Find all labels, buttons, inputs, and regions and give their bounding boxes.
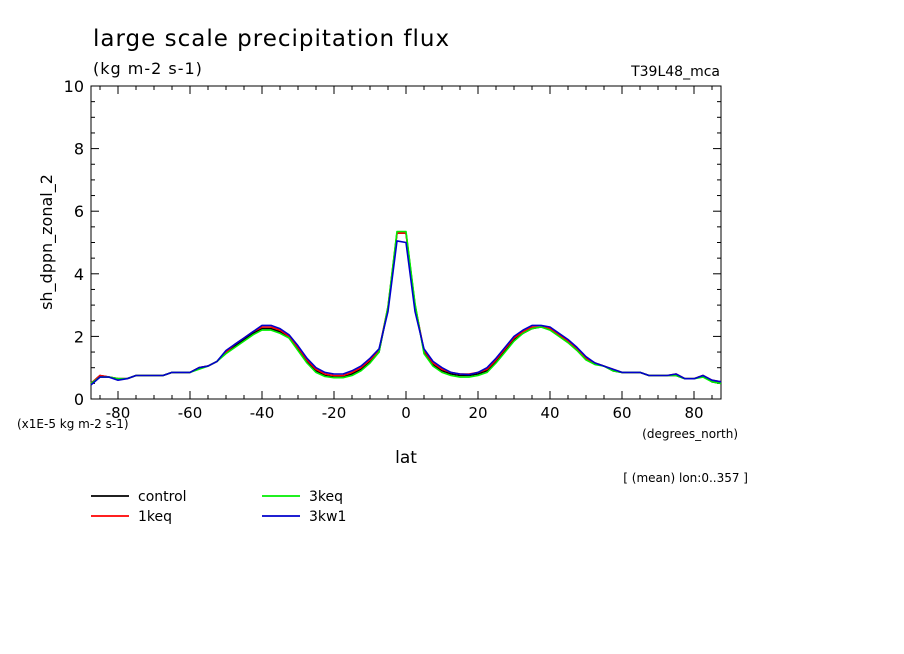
legend-label-3kw1: 3kw1 xyxy=(309,509,346,525)
x-tick-label: -20 xyxy=(322,404,347,422)
y-tick-label: 6 xyxy=(74,202,84,221)
legend-label-control: control xyxy=(138,489,187,505)
x-tick-label: 60 xyxy=(612,404,631,422)
series-line-3keq xyxy=(90,230,722,385)
series-line-control xyxy=(90,232,722,385)
series-lines xyxy=(90,230,722,386)
y-tick-label: 2 xyxy=(74,327,84,346)
x-axis-label: lat xyxy=(395,448,417,468)
x-axis-ticks: -80 -60 -40 -20 0 20 40 60 80 xyxy=(99,86,713,422)
y-axis-label: sh_dppn_zonal_2 xyxy=(37,174,57,310)
x-tick-label: 40 xyxy=(540,404,559,422)
x-tick-label: -40 xyxy=(250,404,275,422)
series-line-1keq xyxy=(90,232,722,385)
footnote: [ (mean) lon:0..357 ] xyxy=(623,471,748,485)
chart-subtitle: (kg m-2 s-1) xyxy=(93,59,203,78)
x-tick-label: 20 xyxy=(468,404,487,422)
chart-legend: control 1keq 3keq 3kw1 xyxy=(91,489,346,525)
y-scale-note: (x1E-5 kg m-2 s-1) xyxy=(17,417,129,431)
legend-label-3keq: 3keq xyxy=(309,489,343,505)
run-label: T39L48_mca xyxy=(630,64,720,80)
y-tick-label: 0 xyxy=(74,390,84,409)
x-tick-label: -80 xyxy=(106,404,131,422)
x-tick-label: -60 xyxy=(178,404,203,422)
series-line-3kw1 xyxy=(90,240,722,386)
x-tick-label: 80 xyxy=(684,404,703,422)
chart-title: large scale precipitation flux xyxy=(93,26,450,52)
y-tick-label: 4 xyxy=(74,265,84,284)
legend-label-1keq: 1keq xyxy=(138,509,172,525)
y-tick-label: 8 xyxy=(74,140,84,159)
y-tick-label: 10 xyxy=(64,77,84,96)
x-tick-label: 0 xyxy=(401,404,411,422)
x-units-label: (degrees_north) xyxy=(642,427,738,441)
y-axis-ticks: 0 2 4 6 8 10 xyxy=(64,77,721,409)
